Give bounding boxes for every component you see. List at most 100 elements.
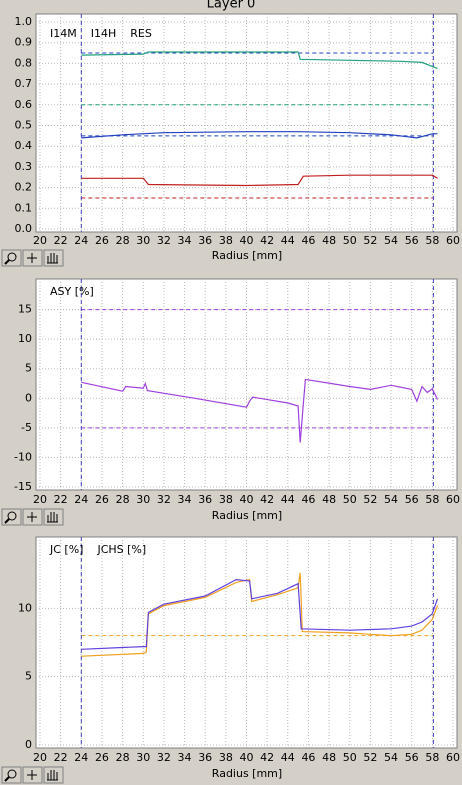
- y-tick-label: 10: [18, 332, 32, 345]
- legend-label: I14M: [50, 27, 77, 40]
- x-axis-label: Radius [mm]: [212, 249, 282, 262]
- y-tick-label: 0.0: [15, 222, 33, 235]
- x-tick-label: 60: [446, 751, 460, 764]
- x-tick-label: 54: [384, 751, 398, 764]
- x-tick-label: 42: [260, 493, 274, 506]
- cross-icon: [27, 512, 37, 522]
- y-tick-label: 0.7: [15, 77, 33, 90]
- x-tick-label: 40: [240, 493, 254, 506]
- x-tick-label: 60: [446, 493, 460, 506]
- y-tick-label: 0.3: [15, 160, 33, 173]
- x-tick-label: 58: [425, 751, 439, 764]
- legend-label: I14H: [91, 27, 117, 40]
- hand-icon: [47, 253, 58, 264]
- y-tick-label: -5: [21, 421, 32, 434]
- x-tick-label: 28: [116, 751, 130, 764]
- x-tick-label: 36: [198, 751, 212, 764]
- x-tick-label: 26: [95, 751, 109, 764]
- zoom-icon: [7, 769, 17, 779]
- x-tick-label: 34: [178, 751, 192, 764]
- zoom-handle: [4, 518, 10, 524]
- x-tick-label: 46: [301, 751, 315, 764]
- x-tick-label: 60: [446, 234, 460, 247]
- x-tick-label: 32: [157, 493, 171, 506]
- x-tick-label: 38: [219, 751, 233, 764]
- x-tick-label: 52: [363, 493, 377, 506]
- x-tick-label: 24: [74, 234, 88, 247]
- x-tick-label: 56: [405, 751, 419, 764]
- x-tick-label: 44: [281, 493, 295, 506]
- y-tick-label: 0.2: [15, 181, 33, 194]
- x-tick-label: 28: [116, 234, 130, 247]
- y-tick-label: 0.4: [15, 139, 33, 152]
- x-tick-label: 46: [301, 493, 315, 506]
- hand-icon: [47, 770, 58, 781]
- zoom-handle: [4, 259, 10, 265]
- x-axis-label: Radius [mm]: [212, 509, 282, 522]
- x-tick-label: 54: [384, 234, 398, 247]
- x-tick-label: 44: [281, 751, 295, 764]
- y-tick-label: 0.9: [15, 36, 33, 49]
- x-tick-label: 42: [260, 751, 274, 764]
- x-tick-label: 38: [219, 493, 233, 506]
- legend-label: RES: [130, 27, 152, 40]
- y-tick-label: 0.8: [15, 56, 33, 69]
- x-tick-label: 48: [322, 493, 336, 506]
- x-tick-label: 24: [74, 493, 88, 506]
- x-tick-label: 54: [384, 493, 398, 506]
- cross-icon: [27, 253, 37, 263]
- x-tick-label: 20: [33, 751, 47, 764]
- x-tick-label: 22: [54, 234, 68, 247]
- y-tick-label: -10: [14, 450, 32, 463]
- x-tick-label: 20: [33, 234, 47, 247]
- y-tick-label: 0: [25, 738, 32, 751]
- y-tick-label: 0.6: [15, 98, 33, 111]
- x-tick-label: 34: [178, 493, 192, 506]
- x-tick-label: 50: [343, 234, 357, 247]
- series-line: [81, 572, 439, 657]
- y-tick-label: 5: [25, 670, 32, 683]
- x-tick-label: 30: [136, 751, 150, 764]
- x-tick-label: 22: [54, 751, 68, 764]
- x-tick-label: 32: [157, 751, 171, 764]
- y-tick-label: 0.1: [15, 201, 33, 214]
- x-axis-label: Radius [mm]: [212, 767, 282, 780]
- y-tick-label: -15: [14, 480, 32, 493]
- x-tick-label: 52: [363, 751, 377, 764]
- x-tick-label: 50: [343, 493, 357, 506]
- x-tick-label: 34: [178, 234, 192, 247]
- x-tick-label: 30: [136, 234, 150, 247]
- legend-label: ASY [%]: [50, 285, 94, 298]
- x-tick-label: 56: [405, 234, 419, 247]
- hand-icon: [47, 512, 58, 523]
- y-tick-label: 15: [18, 303, 32, 316]
- x-tick-label: 58: [425, 234, 439, 247]
- x-tick-label: 38: [219, 234, 233, 247]
- x-tick-label: 50: [343, 751, 357, 764]
- x-tick-label: 32: [157, 234, 171, 247]
- x-tick-label: 26: [95, 234, 109, 247]
- y-tick-label: 5: [25, 362, 32, 375]
- x-tick-label: 48: [322, 234, 336, 247]
- y-tick-label: 10: [18, 601, 32, 614]
- x-tick-label: 36: [198, 234, 212, 247]
- x-tick-label: 20: [33, 493, 47, 506]
- x-tick-label: 46: [301, 234, 315, 247]
- cross-icon: [27, 770, 37, 780]
- zoom-icon: [7, 511, 17, 521]
- series-line: [81, 378, 439, 443]
- x-tick-label: 36: [198, 493, 212, 506]
- series-line: [81, 131, 438, 139]
- x-tick-label: 40: [240, 234, 254, 247]
- y-tick-label: 0: [25, 391, 32, 404]
- x-tick-label: 24: [74, 751, 88, 764]
- x-tick-label: 28: [116, 493, 130, 506]
- series-line: [81, 51, 438, 70]
- x-tick-label: 30: [136, 493, 150, 506]
- x-tick-label: 40: [240, 751, 254, 764]
- x-tick-label: 58: [425, 493, 439, 506]
- page-title: Layer 0: [207, 0, 256, 12]
- x-tick-label: 56: [405, 493, 419, 506]
- series-line: [81, 174, 438, 187]
